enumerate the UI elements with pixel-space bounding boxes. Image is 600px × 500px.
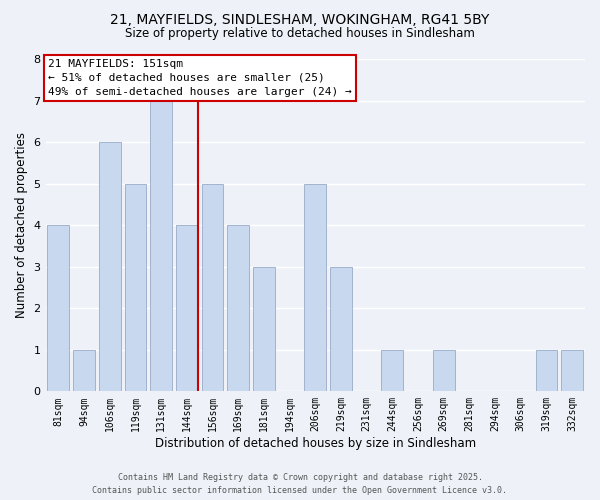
Bar	[433, 350, 455, 392]
Text: Size of property relative to detached houses in Sindlesham: Size of property relative to detached ho…	[125, 28, 475, 40]
Bar	[202, 184, 223, 392]
Bar	[176, 225, 198, 392]
Bar	[253, 266, 275, 392]
Bar	[330, 266, 352, 392]
X-axis label: Distribution of detached houses by size in Sindlesham: Distribution of detached houses by size …	[155, 437, 476, 450]
Bar	[227, 225, 249, 392]
Bar	[536, 350, 557, 392]
Bar	[125, 184, 146, 392]
Y-axis label: Number of detached properties: Number of detached properties	[15, 132, 28, 318]
Text: 21 MAYFIELDS: 151sqm
← 51% of detached houses are smaller (25)
49% of semi-detac: 21 MAYFIELDS: 151sqm ← 51% of detached h…	[48, 59, 352, 97]
Bar	[304, 184, 326, 392]
Bar	[99, 142, 121, 392]
Text: 21, MAYFIELDS, SINDLESHAM, WOKINGHAM, RG41 5BY: 21, MAYFIELDS, SINDLESHAM, WOKINGHAM, RG…	[110, 12, 490, 26]
Bar	[73, 350, 95, 392]
Bar	[382, 350, 403, 392]
Bar	[47, 225, 70, 392]
Bar	[561, 350, 583, 392]
Text: Contains HM Land Registry data © Crown copyright and database right 2025.
Contai: Contains HM Land Registry data © Crown c…	[92, 474, 508, 495]
Bar	[150, 100, 172, 392]
